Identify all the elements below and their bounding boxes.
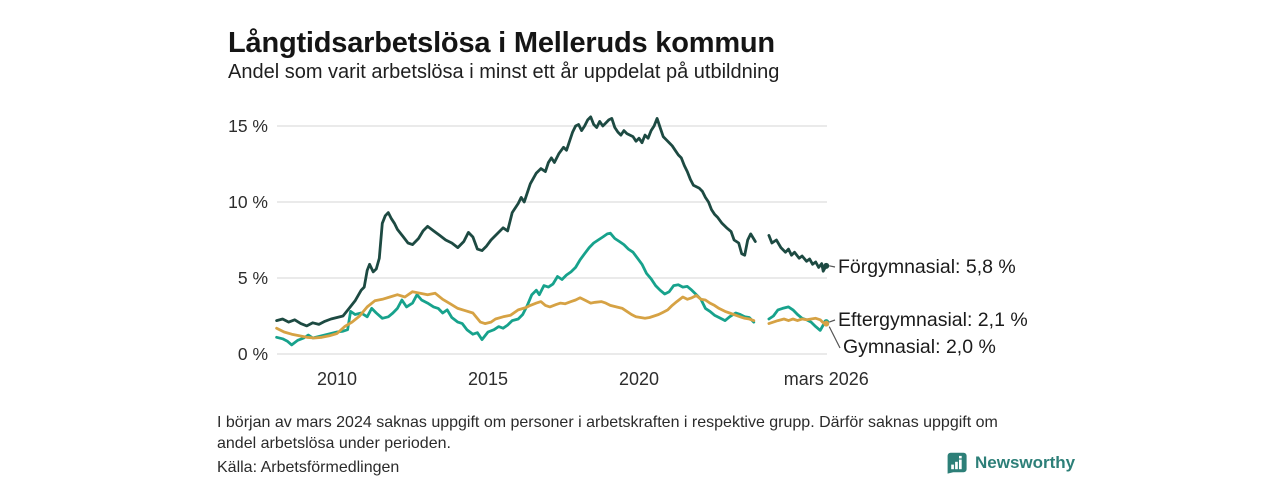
series-line-gymnasial (767, 316, 828, 325)
y-tick-label: 15 % (228, 116, 268, 136)
x-tick-label: 2010 (317, 369, 357, 389)
series-end-dot-gymnasial (823, 320, 830, 327)
label-connector (828, 326, 841, 349)
x-tick-label: 2015 (468, 369, 508, 389)
series-line-förgymnasial (275, 115, 757, 328)
footnote-line-1: I början av mars 2024 saknas uppgift om … (217, 414, 998, 431)
series-line-gymnasial (275, 290, 756, 340)
footnote-line-2: andel arbetslösa under perioden. (217, 435, 451, 452)
y-tick-label: 10 % (228, 192, 268, 212)
x-tick-label: mars 2026 (784, 369, 869, 389)
newsworthy-logo: Newsworthy (946, 452, 1075, 474)
newsworthy-wordmark: Newsworthy (975, 453, 1076, 472)
series-end-label-eftergymnasial: Eftergymnasial: 2,1 % (838, 309, 1028, 331)
source-label: Källa: Arbetsförmedlingen (217, 459, 400, 476)
series-end-label-förgymnasial: Förgymnasial: 5,8 % (838, 256, 1016, 278)
footnote: I början av mars 2024 saknas uppgift om … (217, 412, 998, 454)
x-tick-label: 2020 (619, 369, 659, 389)
y-tick-label: 0 % (238, 344, 268, 364)
newsworthy-icon (947, 452, 967, 474)
series-end-dot-förgymnasial (823, 262, 830, 269)
y-tick-label: 5 % (238, 268, 268, 288)
page-title: Långtidsarbetslösa i Melleruds kommun (228, 27, 775, 60)
chart-subtitle: Andel som varit arbetslösa i minst ett å… (228, 61, 780, 83)
label-connector (829, 265, 836, 268)
series-line-förgymnasial (767, 234, 828, 273)
series-end-label-gymnasial: Gymnasial: 2,0 % (843, 336, 996, 358)
label-connector (829, 319, 836, 323)
series-line-eftergymnasial (767, 305, 828, 332)
series-line-eftergymnasial (275, 231, 756, 347)
